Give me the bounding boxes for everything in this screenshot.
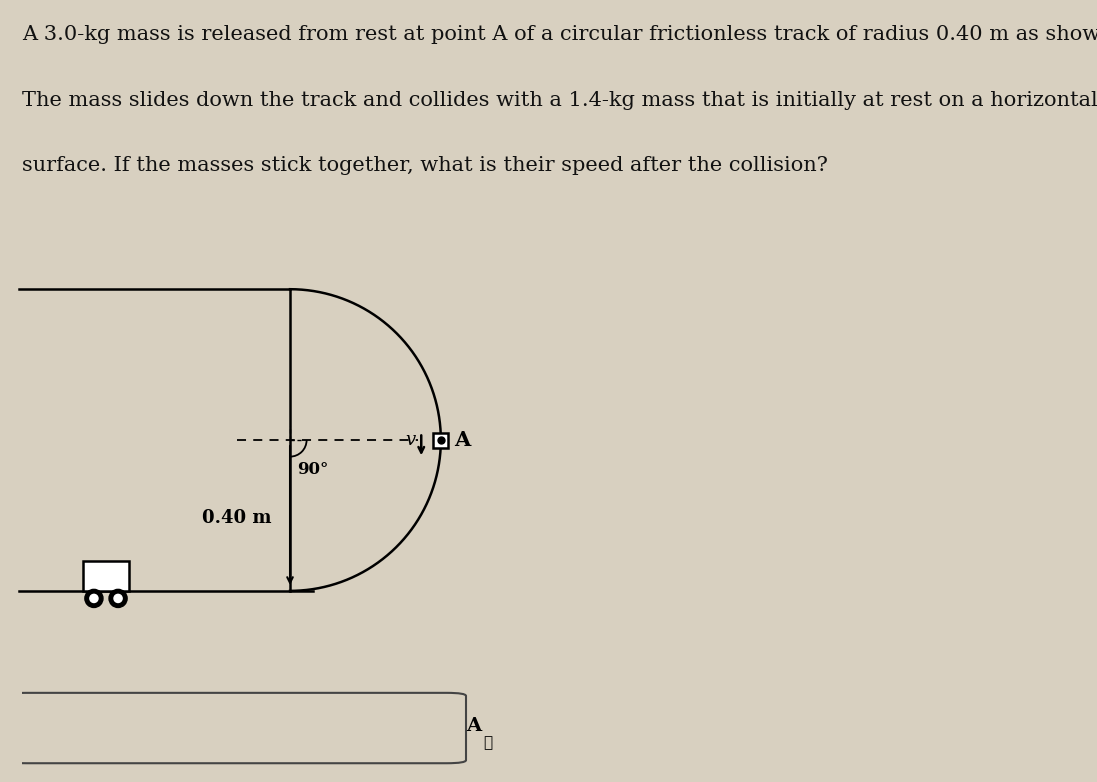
Circle shape: [84, 590, 103, 608]
Text: A: A: [454, 430, 471, 450]
Text: 90°: 90°: [297, 461, 329, 478]
Text: ✓: ✓: [483, 736, 493, 750]
Circle shape: [90, 594, 98, 602]
Text: A: A: [466, 716, 482, 735]
Text: v: v: [405, 431, 416, 449]
Circle shape: [109, 590, 127, 608]
Text: surface. If the masses stick together, what is their speed after the collision?: surface. If the masses stick together, w…: [22, 156, 828, 175]
Text: 0.40 m: 0.40 m: [203, 510, 272, 528]
Text: A 3.0-kg mass is released from rest at point A of a circular frictionless track : A 3.0-kg mass is released from rest at p…: [22, 25, 1097, 44]
Circle shape: [114, 594, 122, 602]
FancyBboxPatch shape: [8, 693, 466, 763]
Text: The mass slides down the track and collides with a 1.4-kg mass that is initially: The mass slides down the track and colli…: [22, 91, 1097, 109]
FancyBboxPatch shape: [433, 432, 449, 447]
FancyBboxPatch shape: [83, 561, 128, 591]
